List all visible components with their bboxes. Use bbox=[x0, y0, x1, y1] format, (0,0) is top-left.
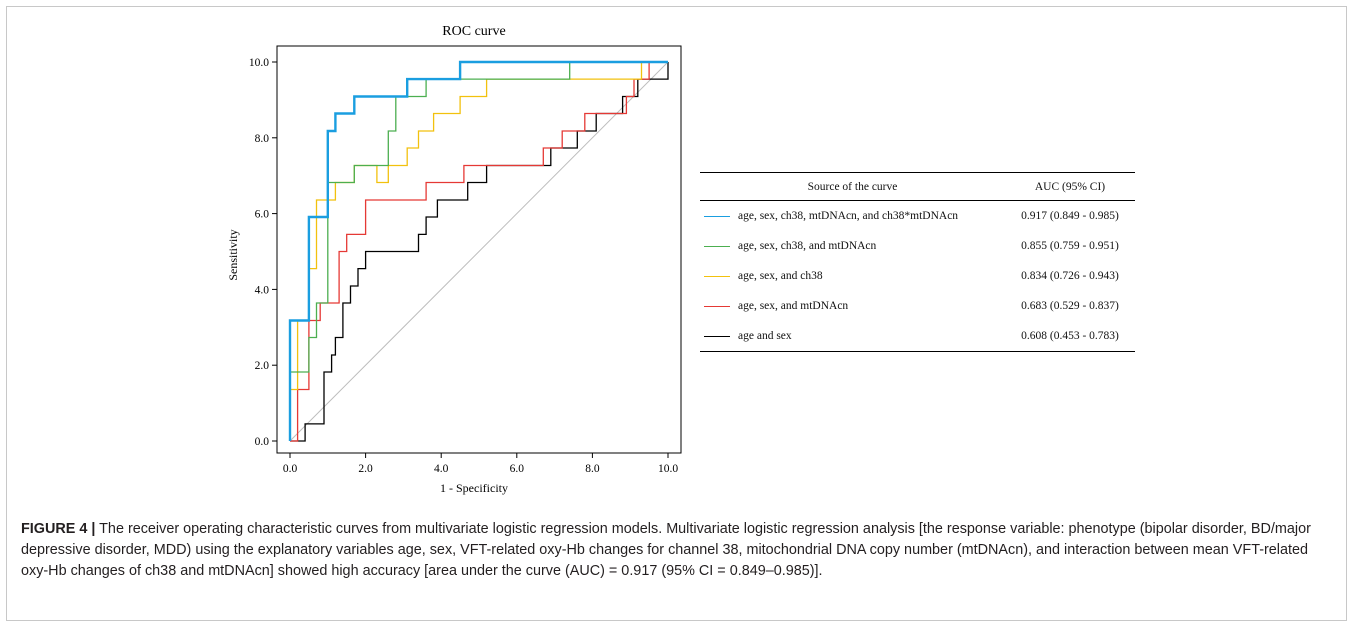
y-tick-label: 4.0 bbox=[255, 284, 270, 296]
figure-frame bbox=[6, 6, 1347, 621]
header-source: Source of the curve bbox=[807, 180, 898, 193]
row-auc: 0.683 (0.529 - 0.837) bbox=[1021, 300, 1119, 312]
legend-swatch bbox=[704, 215, 730, 217]
row-auc: 0.608 (0.453 - 0.783) bbox=[1021, 330, 1119, 342]
y-tick-label: 2.0 bbox=[255, 360, 270, 372]
row-source: age, sex, ch38, mtDNAcn, and ch38*mtDNAc… bbox=[700, 210, 1005, 222]
header-auc: AUC (95% CI) bbox=[1034, 180, 1106, 193]
figure-caption: FIGURE 4 | The receiver operating charac… bbox=[21, 519, 1336, 582]
row-source: age, sex, ch38, and mtDNAcn bbox=[700, 240, 1005, 252]
row-source: age and sex bbox=[700, 330, 1005, 342]
table-row: age and sex 0.608 (0.453 - 0.783) bbox=[700, 321, 1135, 351]
caption-label: FIGURE 4 | bbox=[21, 521, 96, 537]
x-tick-label: 10.0 bbox=[658, 463, 678, 475]
table-rule-bottom bbox=[700, 351, 1135, 352]
x-tick-label: 4.0 bbox=[434, 463, 449, 475]
row-label: age, sex, and mtDNAcn bbox=[738, 300, 849, 312]
row-source: age, sex, and mtDNAcn bbox=[700, 300, 1005, 312]
table-rule-mid bbox=[700, 200, 1135, 201]
row-label: age, sex, ch38, and mtDNAcn bbox=[738, 240, 877, 252]
legend-swatch bbox=[704, 275, 730, 277]
x-axis-ticks: 0.0 2.0 4.0 6.0 8.0 10.0 bbox=[283, 453, 678, 475]
x-tick-label: 2.0 bbox=[358, 463, 373, 475]
roc-line-5 bbox=[290, 62, 669, 442]
row-auc: 0.855 (0.759 - 0.951) bbox=[1021, 240, 1119, 252]
x-tick-label: 6.0 bbox=[510, 463, 525, 475]
plot-area bbox=[276, 45, 682, 454]
y-tick-label: 0.0 bbox=[255, 436, 270, 448]
x-axis-label: 1 - Specificity bbox=[440, 481, 508, 495]
caption-text: The receiver operating characteristic cu… bbox=[21, 521, 1311, 579]
x-tick-label: 8.0 bbox=[585, 463, 600, 475]
table-rule-top bbox=[700, 172, 1135, 173]
table-body: age, sex, ch38, mtDNAcn, and ch38*mtDNAc… bbox=[700, 201, 1135, 351]
row-label: age, sex, ch38, mtDNAcn, and ch38*mtDNAc… bbox=[738, 210, 959, 222]
auc-table: Source of the curve AUC (95% CI) age, se… bbox=[700, 172, 1135, 352]
x-tick-label: 0.0 bbox=[283, 463, 298, 475]
table-row: age, sex, and ch38 0.834 (0.726 - 0.943) bbox=[700, 261, 1135, 291]
table-row: age, sex, and mtDNAcn 0.683 (0.529 - 0.83… bbox=[700, 291, 1135, 321]
y-axis-ticks: 0.0 2.0 4.0 6.0 8.0 10.0 bbox=[249, 57, 277, 448]
row-auc: 0.917 (0.849 - 0.985) bbox=[1021, 210, 1119, 222]
legend-swatch bbox=[704, 335, 730, 337]
row-auc: 0.834 (0.726 - 0.943) bbox=[1021, 270, 1119, 282]
table-header: Source of the curve AUC (95% CI) bbox=[700, 173, 1135, 200]
roc-lines bbox=[288, 60, 669, 442]
y-tick-label: 8.0 bbox=[255, 133, 270, 145]
row-label: age and sex bbox=[738, 330, 792, 342]
y-tick-label: 10.0 bbox=[249, 57, 269, 69]
reference-diagonal bbox=[289, 61, 669, 442]
row-label: age, sex, and ch38 bbox=[738, 270, 823, 282]
table-row: age, sex, ch38, mtDNAcn, and ch38*mtDNAc… bbox=[700, 201, 1135, 231]
row-source: age, sex, and ch38 bbox=[700, 270, 1005, 282]
table-row: age, sex, ch38, and mtDNAcn 0.855 (0.759 … bbox=[700, 231, 1135, 261]
y-axis-label: Sensitivity bbox=[226, 229, 240, 280]
legend-swatch bbox=[704, 305, 730, 307]
legend-swatch bbox=[704, 245, 730, 247]
roc-line-1 bbox=[288, 60, 668, 441]
y-tick-label: 6.0 bbox=[255, 209, 270, 221]
chart-title: ROC curve bbox=[442, 24, 505, 39]
roc-line-4 bbox=[290, 61, 668, 442]
